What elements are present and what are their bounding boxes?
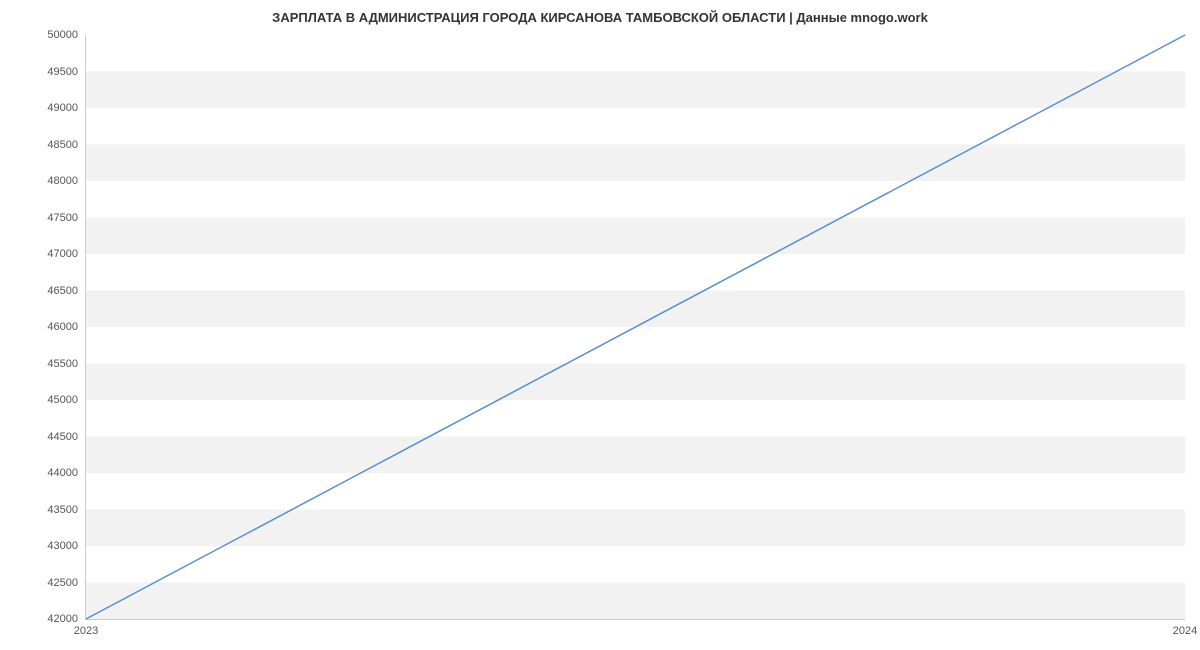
- y-tick-label: 49500: [47, 66, 78, 78]
- grid-band: [86, 510, 1185, 547]
- y-tick-label: 47000: [47, 248, 78, 260]
- y-tick-label: 43500: [47, 504, 78, 516]
- grid-band: [86, 181, 1185, 218]
- grid-band: [86, 291, 1185, 328]
- plot-area: 4200042500430004350044000445004500045500…: [85, 35, 1185, 620]
- grid-band: [86, 546, 1185, 583]
- plot-wrapper: 4200042500430004350044000445004500045500…: [85, 35, 1185, 620]
- y-tick-label: 49000: [47, 102, 78, 114]
- grid-band: [86, 437, 1185, 474]
- y-tick-label: 42000: [47, 613, 78, 625]
- grid-band: [86, 364, 1185, 401]
- grid-band: [86, 108, 1185, 145]
- y-tick-label: 50000: [47, 29, 78, 41]
- grid-band: [86, 218, 1185, 255]
- x-tick-label: 2024: [1173, 625, 1197, 637]
- grid-band: [86, 35, 1185, 72]
- grid-band: [86, 254, 1185, 291]
- grid-band: [86, 72, 1185, 109]
- y-tick-label: 43000: [47, 540, 78, 552]
- y-tick-label: 48500: [47, 139, 78, 151]
- chart-svg: [86, 35, 1185, 619]
- grid-band: [86, 583, 1185, 620]
- grid-band: [86, 327, 1185, 364]
- y-tick-label: 46500: [47, 285, 78, 297]
- y-tick-label: 47500: [47, 212, 78, 224]
- y-tick-label: 42500: [47, 577, 78, 589]
- y-tick-label: 44500: [47, 431, 78, 443]
- chart-title: ЗАРПЛАТА В АДМИНИСТРАЦИЯ ГОРОДА КИРСАНОВ…: [0, 0, 1200, 30]
- y-tick-label: 44000: [47, 467, 78, 479]
- y-tick-label: 45500: [47, 358, 78, 370]
- y-tick-label: 45000: [47, 394, 78, 406]
- grid-band: [86, 145, 1185, 182]
- y-tick-label: 48000: [47, 175, 78, 187]
- chart-container: ЗАРПЛАТА В АДМИНИСТРАЦИЯ ГОРОДА КИРСАНОВ…: [0, 0, 1200, 650]
- y-tick-label: 46000: [47, 321, 78, 333]
- grid-band: [86, 400, 1185, 437]
- x-tick-label: 2023: [74, 625, 98, 637]
- grid-band: [86, 473, 1185, 510]
